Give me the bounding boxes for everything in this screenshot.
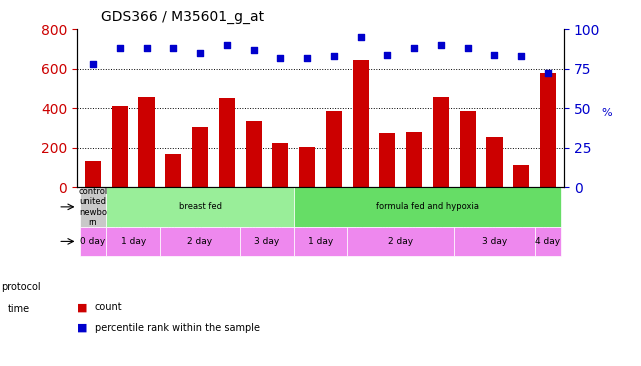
- Text: 4 day: 4 day: [535, 237, 561, 246]
- Text: ■: ■: [77, 302, 87, 313]
- Bar: [379, 133, 395, 187]
- Bar: [433, 97, 449, 187]
- Bar: [240, 227, 294, 256]
- Text: 1 day: 1 day: [121, 237, 146, 246]
- Bar: [246, 121, 262, 187]
- Bar: [294, 227, 347, 256]
- Point: [543, 71, 553, 76]
- Y-axis label: %: %: [602, 108, 612, 118]
- Text: ■: ■: [77, 322, 87, 333]
- Bar: [540, 73, 556, 187]
- Text: 3 day: 3 day: [254, 237, 279, 246]
- Text: 2 day: 2 day: [187, 237, 213, 246]
- Bar: [165, 154, 181, 187]
- Bar: [219, 98, 235, 187]
- Point: [168, 45, 178, 51]
- Point: [302, 55, 312, 61]
- Point: [195, 50, 205, 56]
- Point: [436, 42, 446, 48]
- Bar: [160, 227, 240, 256]
- Point: [516, 53, 526, 59]
- Point: [249, 47, 259, 53]
- Point: [356, 34, 366, 40]
- Text: time: time: [8, 304, 30, 314]
- Bar: [535, 227, 562, 256]
- Point: [142, 45, 152, 51]
- Bar: [406, 132, 422, 187]
- Point: [222, 42, 232, 48]
- Text: percentile rank within the sample: percentile rank within the sample: [95, 322, 260, 333]
- Point: [382, 52, 392, 57]
- Text: formula fed and hypoxia: formula fed and hypoxia: [376, 202, 479, 212]
- Point: [489, 52, 499, 57]
- Point: [463, 45, 473, 51]
- Bar: [460, 111, 476, 187]
- Bar: [272, 143, 288, 187]
- Bar: [294, 187, 562, 227]
- Text: 1 day: 1 day: [308, 237, 333, 246]
- Point: [275, 55, 285, 61]
- Text: control
united
newbo
rn: control united newbo rn: [78, 187, 108, 227]
- Bar: [138, 97, 154, 187]
- Bar: [347, 227, 454, 256]
- Bar: [79, 227, 106, 256]
- Point: [329, 53, 339, 59]
- Text: count: count: [95, 302, 122, 313]
- Bar: [106, 227, 160, 256]
- Text: 2 day: 2 day: [388, 237, 413, 246]
- Bar: [299, 147, 315, 187]
- Bar: [79, 187, 106, 227]
- Bar: [112, 106, 128, 187]
- Bar: [85, 161, 101, 187]
- Bar: [326, 111, 342, 187]
- Bar: [106, 187, 294, 227]
- Point: [409, 45, 419, 51]
- Point: [115, 45, 125, 51]
- Text: 3 day: 3 day: [482, 237, 507, 246]
- Bar: [454, 227, 535, 256]
- Text: breast fed: breast fed: [179, 202, 222, 212]
- Text: 0 day: 0 day: [80, 237, 106, 246]
- Bar: [353, 60, 369, 187]
- Bar: [487, 137, 503, 187]
- Text: GDS366 / M35601_g_at: GDS366 / M35601_g_at: [101, 10, 264, 24]
- Bar: [192, 127, 208, 187]
- Bar: [513, 165, 529, 187]
- Text: protocol: protocol: [1, 282, 41, 292]
- Point: [88, 61, 98, 67]
